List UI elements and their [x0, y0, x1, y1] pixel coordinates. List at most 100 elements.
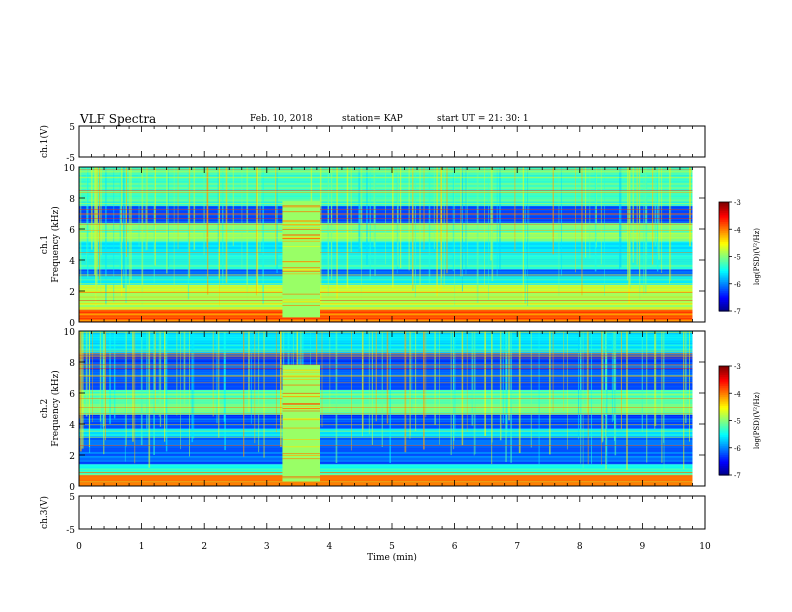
colorbar-cell — [719, 203, 729, 207]
psd-texture-row — [79, 414, 693, 416]
colorbar-tick-label: -4 — [734, 390, 741, 398]
colorbar-cell — [719, 469, 729, 472]
colorbar-tick-label: -7 — [734, 308, 741, 316]
y-tick-label: -5 — [66, 526, 75, 536]
colorbar-tick-label: -5 — [734, 254, 741, 262]
psd-texture-row — [79, 434, 693, 436]
colorbar-cell — [719, 416, 729, 420]
psd-texture-row — [79, 426, 693, 428]
colorbar-cell — [719, 212, 729, 216]
colorbar-cell — [719, 473, 729, 476]
x-tick-label: 8 — [577, 542, 583, 552]
colorbar-cell — [719, 384, 729, 387]
colorbar-cell — [719, 462, 729, 465]
y-tick-label: 8 — [69, 195, 75, 205]
colorbar-cell — [719, 367, 729, 371]
colorbar-cell — [719, 382, 729, 385]
colorbar-cell — [719, 456, 729, 460]
psd-texture-row — [79, 448, 693, 450]
psd-texture-row — [79, 297, 693, 299]
colorbar-cell — [719, 378, 729, 382]
colorbar-cell — [719, 241, 729, 245]
colorbar-cell — [719, 294, 729, 298]
y-tick-label: 4 — [69, 257, 75, 267]
colorbar-cell — [719, 366, 729, 369]
psd-texture-row — [79, 444, 693, 446]
colorbar-cell — [719, 265, 729, 268]
colorbar-cell — [719, 460, 729, 463]
colorbar-cell — [719, 301, 729, 305]
colorbar-cell — [719, 431, 729, 434]
psd-texture-row — [79, 410, 693, 412]
colorbar-tick-label: -6 — [734, 281, 741, 289]
y-axis-label: ch.1 — [40, 235, 50, 254]
y-axis-label: Frequency (kHz) — [50, 206, 61, 283]
colorbar-cell — [719, 380, 729, 383]
psd-texture-row — [79, 344, 693, 346]
psd-texture-row — [79, 284, 693, 287]
colorbar-cell — [719, 280, 729, 283]
colorbar-cell — [719, 420, 729, 423]
colorbar-cell — [719, 220, 729, 223]
colorbar-cell — [719, 303, 729, 307]
y-tick-label: 10 — [64, 164, 76, 174]
colorbar-cell — [719, 240, 729, 243]
psd-texture-row — [79, 362, 693, 364]
psd-texture-row — [79, 313, 693, 315]
psd-texture-row — [79, 420, 693, 422]
psd-texture-row — [79, 376, 693, 378]
psd-texture-row — [79, 286, 693, 289]
colorbar-cell — [719, 216, 729, 219]
colorbar-cell — [719, 292, 729, 296]
psd-texture-row — [79, 332, 693, 335]
psd-texture-row — [79, 481, 693, 483]
colorbar-cell — [719, 453, 729, 456]
y-tick-label: 2 — [69, 288, 75, 298]
colorbar-cell — [719, 296, 729, 299]
psd-texture-row — [79, 358, 693, 360]
colorbar-cell — [719, 395, 729, 398]
y-axis-label: Frequency (kHz) — [50, 370, 61, 447]
psd-texture-row — [79, 334, 693, 337]
date-label: Feb. 10, 2018 — [250, 114, 313, 124]
colorbar-tick-label: -7 — [734, 472, 741, 480]
psd-texture-row — [79, 452, 693, 454]
psd-texture-row — [79, 265, 693, 267]
chart-title: VLF Spectra — [80, 112, 157, 126]
colorbar-cell — [719, 389, 729, 393]
psd-texture-row — [79, 418, 693, 420]
colorbar-cell — [719, 375, 729, 378]
psd-texture-row — [79, 450, 693, 452]
colorbar-cell — [719, 438, 729, 442]
colorbar-cell — [719, 440, 729, 443]
colorbar-cell — [719, 285, 729, 288]
psd-texture-row — [79, 446, 693, 448]
psd-texture-row — [79, 440, 693, 442]
colorbar-cell — [719, 254, 729, 258]
colorbar-cell — [719, 455, 729, 458]
colorbar-cell — [719, 391, 729, 394]
psd-texture-row — [79, 468, 693, 470]
psd-texture-row — [79, 454, 693, 456]
colorbar-cell — [719, 236, 729, 239]
x-tick-label: 10 — [699, 542, 711, 552]
x-tick-label: 0 — [76, 542, 82, 552]
psd-texture-row — [79, 442, 693, 444]
psd-texture-row — [79, 422, 693, 424]
psd-texture-row — [79, 348, 693, 350]
colorbar-cell — [719, 385, 729, 389]
colorbar-cell — [719, 435, 729, 438]
colorbar-cell — [719, 225, 729, 229]
colorbar-cell — [719, 415, 729, 418]
colorbar-cell — [719, 298, 729, 301]
colorbar-cell — [719, 281, 729, 285]
psd-texture-row — [79, 475, 693, 477]
colorbar-cell — [719, 442, 729, 445]
colorbar-cell — [719, 409, 729, 413]
psd-texture-row — [79, 338, 693, 341]
colorbar-cell — [719, 407, 729, 411]
colorbar-cell — [719, 422, 729, 425]
y-tick-label: 0 — [69, 319, 75, 329]
psd-texture-row — [79, 402, 693, 404]
